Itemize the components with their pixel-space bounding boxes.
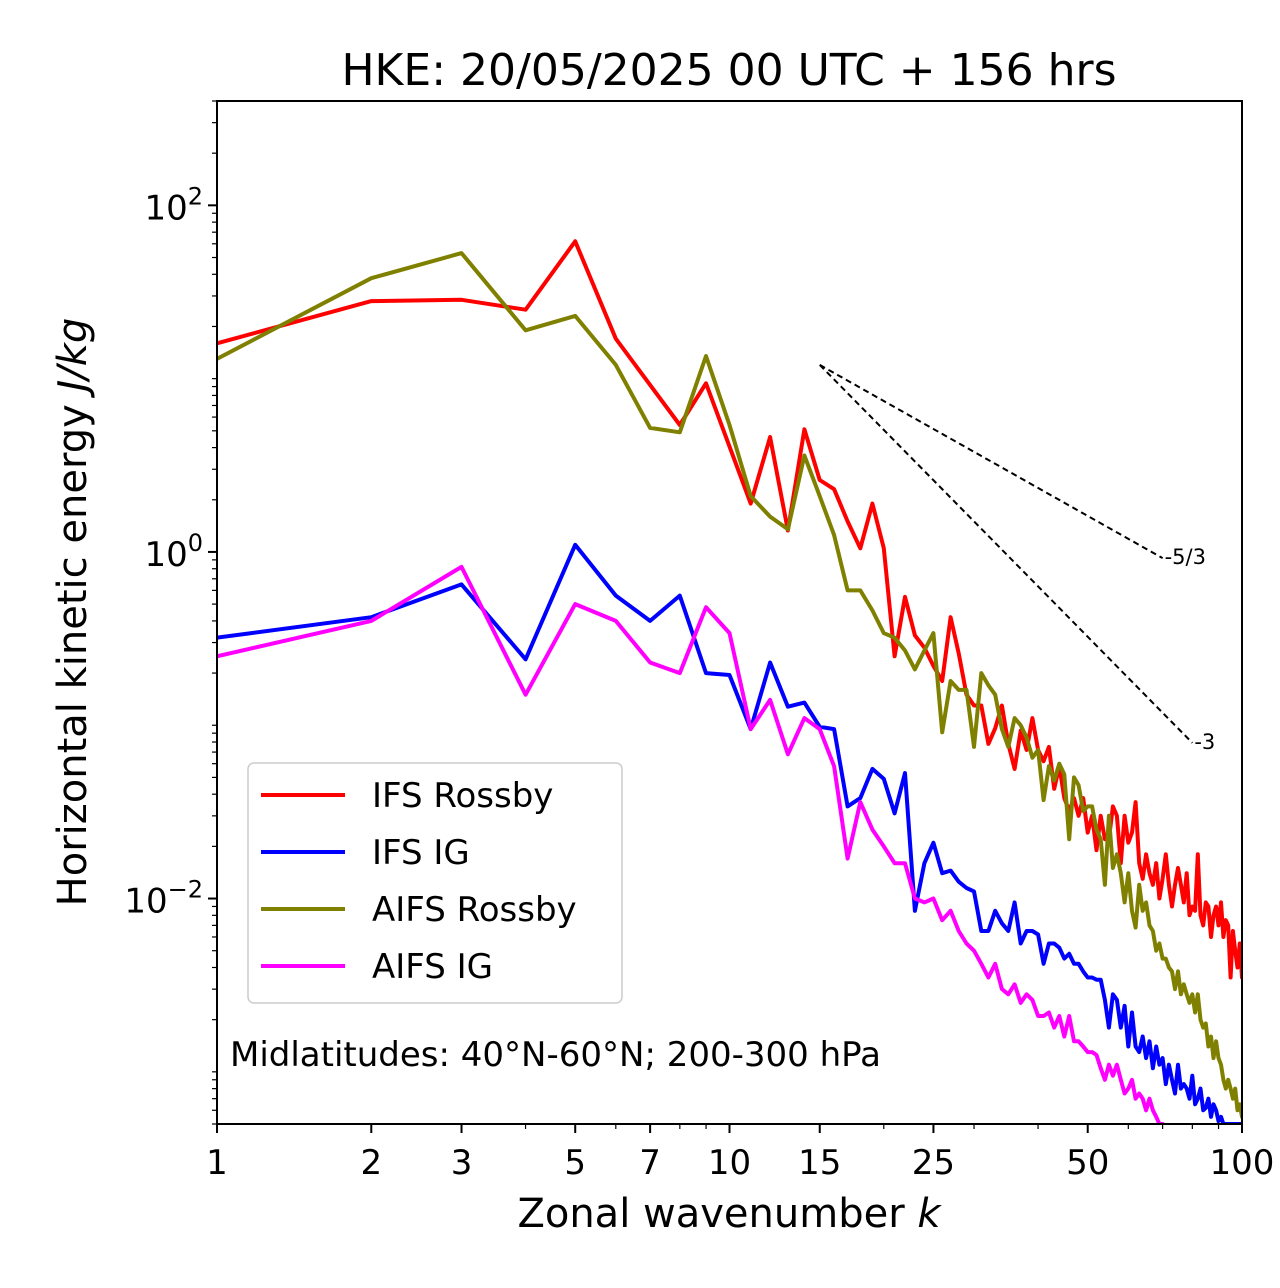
series-line-ifs-rossby [217, 239, 1242, 980]
x-tick-label: 7 [639, 1143, 661, 1183]
region-annotation: Midlatitudes: 40°N-60°N; 200-300 hPa [230, 1035, 881, 1075]
x-axis-label: Zonal wavenumber k [517, 1191, 942, 1237]
axis-ticks: 1 2 3 5 7 10 15 25 50 100 102 100 10−2 [124, 100, 1275, 1183]
x-axis-label-symbol: k [917, 1191, 942, 1237]
y-axis-label-unit: J/kg [50, 318, 96, 399]
legend-label-aifs-ig: AIFS IG [372, 947, 493, 987]
series-line-ifs-ig [217, 542, 1242, 1124]
series-layer [217, 239, 1242, 1124]
x-tick-label: 2 [360, 1143, 382, 1183]
x-tick-label: 3 [451, 1143, 473, 1183]
x-tick-label: 10 [708, 1143, 751, 1183]
x-tick-label: 25 [912, 1143, 955, 1183]
legend-label-ifs-ig: IFS IG [372, 833, 470, 873]
legend-box [247, 762, 623, 1004]
chart-title: HKE: 20/05/2025 00 UTC + 156 hrs [341, 45, 1116, 96]
legend: IFS Rossby IFS IG AIFS Rossby AIFS IG [247, 762, 623, 1004]
x-tick-label: 5 [564, 1143, 586, 1183]
y-tick-label: 102 [144, 182, 203, 228]
series-line-aifs-rossby [217, 251, 1242, 1119]
reference-slope-line [819, 364, 1164, 560]
y-axis-label: Horizontal kinetic energy J/kg [50, 318, 96, 907]
reference-slopes: -5/3 -3 [819, 364, 1215, 754]
x-tick-label: 100 [1210, 1143, 1275, 1183]
y-tick-label: 10−2 [124, 876, 203, 922]
reference-slope-label: -3 [1194, 730, 1215, 754]
legend-label-aifs-rossby: AIFS Rossby [372, 890, 577, 930]
reference-slope-label: -5/3 [1165, 545, 1206, 569]
legend-items: IFS Rossby IFS IG AIFS Rossby AIFS IG [261, 776, 577, 987]
series-line-aifs-ig [217, 564, 1165, 1124]
y-tick-label: 100 [144, 529, 203, 575]
legend-label-ifs-rossby: IFS Rossby [372, 776, 553, 816]
x-tick-label: 50 [1066, 1143, 1109, 1183]
x-tick-label: 1 [206, 1143, 228, 1183]
x-tick-label: 15 [798, 1143, 841, 1183]
plot-frame [216, 100, 1243, 1125]
y-axis-label-text: Horizontal kinetic energy [50, 392, 96, 907]
x-axis-label-text: Zonal wavenumber [517, 1191, 917, 1237]
reference-slope-line [819, 364, 1194, 744]
